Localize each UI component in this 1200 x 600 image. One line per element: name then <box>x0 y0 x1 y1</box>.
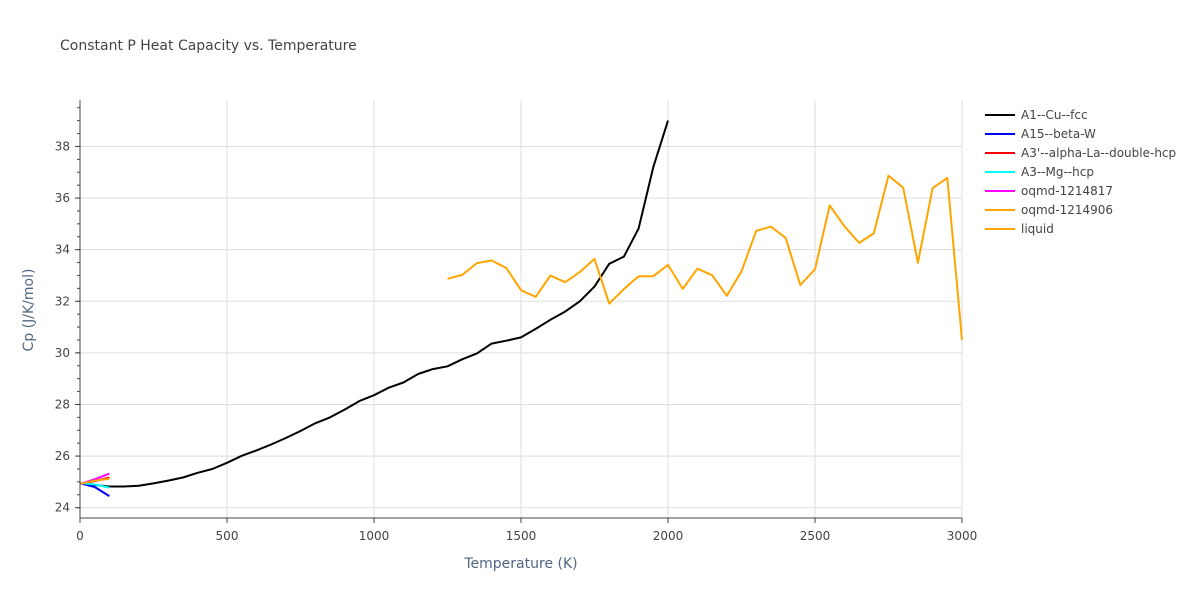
x-axis-ticks: 0 500 1000 1500 2000 2500 3000 <box>76 518 977 543</box>
y-axis-label: Cp (J/K/mol) <box>21 269 37 352</box>
legend-item-6[interactable]: liquid <box>985 222 1054 236</box>
legend-label: A1--Cu--fcc <box>1021 108 1088 122</box>
legend: A1--Cu--fcc A15--beta-W A3'--alpha-La--dou… <box>985 108 1176 236</box>
y-tick-label: 36 <box>55 191 70 205</box>
legend-item-1[interactable]: A15--beta-W <box>985 127 1096 141</box>
series-line-1[interactable] <box>79 482 110 497</box>
grid-lines <box>80 100 963 518</box>
y-tick-label: 32 <box>55 294 70 308</box>
legend-item-5[interactable]: oqmd-1214906 <box>985 203 1113 217</box>
x-tick-label: 2000 <box>653 529 684 543</box>
legend-item-3[interactable]: A3--Mg--hcp <box>985 165 1094 179</box>
legend-item-4[interactable]: oqmd-1214817 <box>985 184 1113 198</box>
y-tick-label: 26 <box>55 449 70 463</box>
series-line-6[interactable] <box>447 174 963 341</box>
series-line-0[interactable] <box>79 120 669 488</box>
legend-label: liquid <box>1021 222 1054 236</box>
x-tick-label: 0 <box>76 529 84 543</box>
y-tick-label: 38 <box>55 139 70 153</box>
series-line-5[interactable] <box>79 477 110 485</box>
legend-item-2[interactable]: A3'--alpha-La--double-hcp <box>985 146 1176 160</box>
legend-item-0[interactable]: A1--Cu--fcc <box>985 108 1088 122</box>
y-tick-label: 30 <box>55 346 70 360</box>
legend-label: A3'--alpha-La--double-hcp <box>1021 146 1176 160</box>
y-tick-label: 24 <box>55 501 70 515</box>
x-tick-label: 500 <box>216 529 239 543</box>
x-tick-label: 1500 <box>506 529 537 543</box>
legend-label: A15--beta-W <box>1021 127 1096 141</box>
legend-label: oqmd-1214817 <box>1021 184 1113 198</box>
legend-label: A3--Mg--hcp <box>1021 165 1094 179</box>
x-axis-label: Temperature (K) <box>463 556 577 572</box>
legend-label: oqmd-1214906 <box>1021 203 1113 217</box>
x-tick-label: 2500 <box>800 529 831 543</box>
y-tick-label: 28 <box>55 397 70 411</box>
x-tick-label: 1000 <box>359 529 390 543</box>
y-axis-ticks: 24 26 28 30 32 34 36 38 <box>55 139 80 515</box>
axes <box>77 100 962 519</box>
plot-area[interactable] <box>79 120 963 497</box>
y-tick-label: 34 <box>55 243 70 257</box>
chart-title: Constant P Heat Capacity vs. Temperature <box>60 38 357 54</box>
x-tick-label: 3000 <box>947 529 978 543</box>
